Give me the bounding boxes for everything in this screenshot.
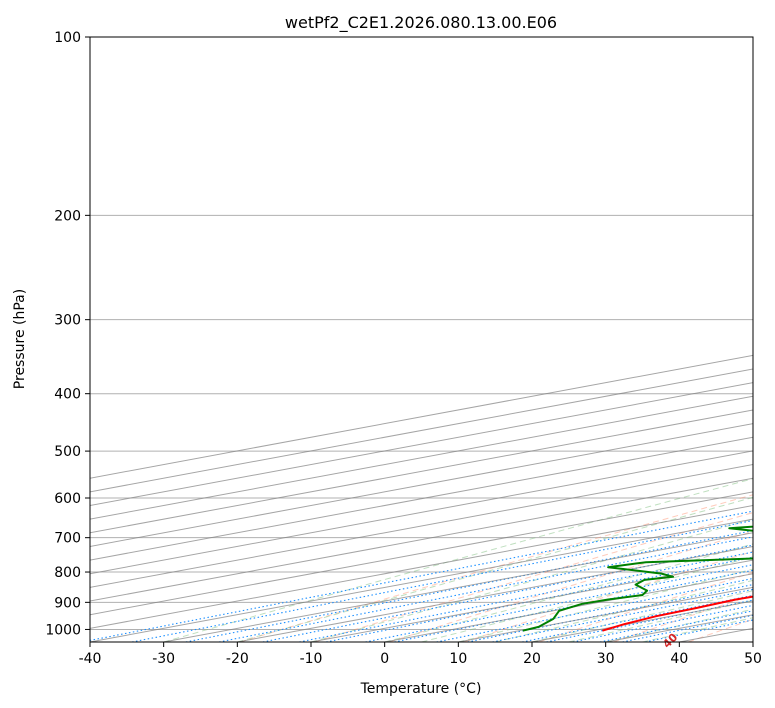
x-tick-label: -20 (226, 651, 249, 667)
x-axis: -40 -30 -20 -10 0 10 20 30 40 50 (79, 642, 762, 667)
isotherm (90, 518, 753, 642)
series-lines (522, 525, 753, 632)
x-tick-label: 0 (380, 651, 389, 667)
moist-adiabat (310, 518, 753, 642)
isotherm (90, 436, 753, 561)
x-tick-label: 20 (523, 651, 541, 667)
dry-adiabat (314, 512, 753, 642)
dewpoint-profile (522, 525, 753, 632)
x-tick-label: 40 (670, 651, 688, 667)
isotherm (90, 450, 753, 575)
plot-frame (89, 36, 754, 643)
dry-adiabat (538, 571, 753, 642)
moist-adiabat (531, 590, 753, 642)
isotherm (90, 464, 753, 588)
plot-area (90, 37, 753, 642)
isotherm (90, 477, 753, 602)
y-tick-label: 800 (54, 565, 81, 581)
mixing-ratio-line (218, 536, 753, 642)
x-tick-label: 30 (597, 651, 615, 667)
y-tick-label: 400 (54, 387, 81, 403)
y-axis: 100 200 300 400 500 600 700 800 900 1000 (45, 30, 90, 638)
x-tick-label: 50 (744, 651, 762, 667)
y-tick-label: 900 (54, 595, 81, 611)
y-tick-label: 300 (54, 313, 81, 329)
mixing-ratio-line (325, 556, 753, 642)
mixing-ratio-line (365, 564, 753, 642)
x-axis-label: Temperature (°C) (360, 681, 482, 697)
moist-adiabat (237, 496, 753, 642)
y-tick-label: 1000 (45, 622, 81, 638)
chart-title: wetPf2_C2E1.2026.080.13.00.E06 (285, 13, 557, 33)
background-lines (90, 37, 753, 642)
mixing-ratio-line (262, 544, 753, 642)
y-tick-label: 100 (54, 30, 81, 46)
y-tick-label: 500 (54, 444, 81, 460)
dry-adiabat (389, 530, 753, 642)
y-tick-label: 700 (54, 531, 81, 547)
x-tick-label: -30 (152, 651, 175, 667)
isotherm (90, 423, 753, 547)
x-tick-label: -40 (79, 651, 102, 667)
x-tick-label: 10 (449, 651, 467, 667)
isotherm (163, 532, 753, 642)
x-tick-label: -10 (300, 651, 323, 667)
isotherm (90, 491, 753, 616)
y-tick-label: 200 (54, 208, 81, 224)
mixing-ratio-line (90, 510, 753, 641)
mixing-ratio-line (622, 614, 753, 642)
mixing-ratio-line (299, 551, 753, 642)
y-tick-label: 600 (54, 491, 81, 507)
isotherm (90, 504, 753, 629)
y-axis-label: Pressure (hPa) (12, 289, 28, 389)
moist-adiabat (421, 556, 753, 642)
